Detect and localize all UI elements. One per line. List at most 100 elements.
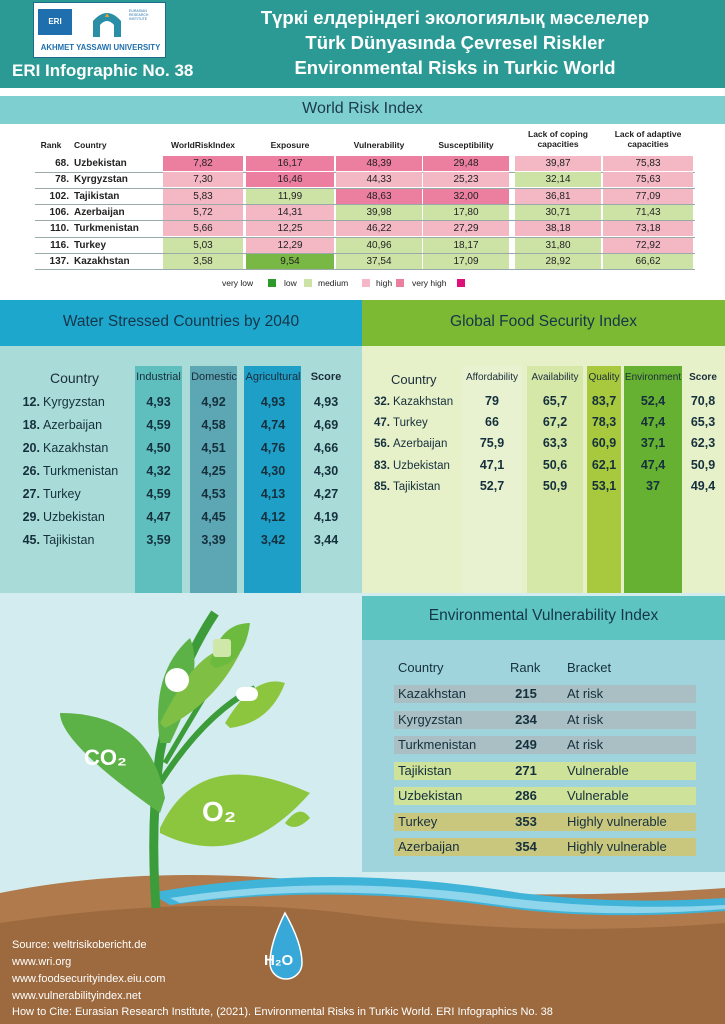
water-value: 4,32 xyxy=(146,464,171,478)
food-value: 75,9 xyxy=(479,436,505,451)
evi-rank: 249 xyxy=(515,737,537,752)
wri-cell: 36,81 xyxy=(515,188,601,204)
food-value: 66 xyxy=(485,415,499,430)
food-header-availability: Availability xyxy=(531,372,579,383)
water-rank: 12. xyxy=(22,395,40,409)
globe-icon xyxy=(165,668,189,692)
water-value: 4,92 xyxy=(201,395,226,409)
food-value: 79 xyxy=(485,394,499,408)
legend-swatch-medium xyxy=(362,279,370,287)
evi-header-country: Country xyxy=(398,660,444,675)
water-value: 4,30 xyxy=(260,464,286,478)
title-english: Environmental Risks in Turkic World xyxy=(294,57,616,78)
wri-country: Kazakhstan xyxy=(74,255,130,267)
wri-title-bar xyxy=(0,96,725,124)
water-value: 4,19 xyxy=(313,510,339,524)
water-header-domestic: Domestic xyxy=(191,371,237,383)
water-value: 3,59 xyxy=(146,533,171,547)
wri-cell: 16,17 xyxy=(246,156,334,171)
tree-icon xyxy=(213,639,231,657)
wri-cell: 9,54 xyxy=(246,253,334,269)
water-value: 4,59 xyxy=(146,418,171,432)
food-header-score: Score xyxy=(689,372,717,383)
water-header-country: Country xyxy=(50,370,100,386)
evi-row-bar xyxy=(394,736,696,754)
water-country: Kyrgyzstan xyxy=(43,395,105,409)
evi-row-bar xyxy=(394,761,696,780)
water-value: 4,66 xyxy=(313,441,339,455)
wri-cell: 7,82 xyxy=(163,156,243,171)
wri-cell: 75,63 xyxy=(603,172,693,188)
water-stress-title: Water Stressed Countries by 2040 xyxy=(62,313,300,330)
water-country: Azerbaijan xyxy=(43,418,103,432)
wri-cell: 18,17 xyxy=(423,237,509,253)
wri-cell: 77,09 xyxy=(603,188,693,204)
evi-row-bar xyxy=(394,685,696,703)
evi-bracket: Highly vulnerable xyxy=(567,839,667,854)
wri-country: Kyrgyzstan xyxy=(74,174,128,186)
food-rank: 85. xyxy=(374,480,390,493)
water-value: 4,59 xyxy=(146,487,171,501)
food-col-environment xyxy=(624,366,682,593)
wri-cell: 66,62 xyxy=(603,253,693,269)
food-value: 65,7 xyxy=(542,394,568,408)
wri-cell: 71,43 xyxy=(603,204,693,220)
water-value: 4,58 xyxy=(201,418,226,432)
wri-cell: 28,92 xyxy=(515,253,601,269)
source-vulnerabilityindex: www.vulnerabilityindex.net xyxy=(12,990,142,1002)
food-value: 37 xyxy=(646,478,660,493)
evi-rank: 234 xyxy=(515,711,537,727)
food-value: 50,6 xyxy=(542,457,568,472)
evi-bracket: At risk xyxy=(567,686,604,701)
wri-header-exposure: Exposure xyxy=(270,140,310,150)
source-weltrisikobericht: Source: weltrisikobericht.de xyxy=(12,939,147,951)
water-header-score: Score xyxy=(310,371,342,383)
food-country: Tajikistan xyxy=(393,480,441,493)
wri-rank: 102. xyxy=(49,190,69,202)
water-value: 4,93 xyxy=(260,395,286,409)
water-value: 4,74 xyxy=(260,418,286,432)
evi-title: Environmental Vulnerability Index xyxy=(428,607,659,624)
wri-header-worldriskindex: WorldRiskIndex xyxy=(170,140,236,150)
title-kazakh: Түркі елдеріндегі экологиялық мәселелер xyxy=(260,7,650,28)
wri-cell: 5,83 xyxy=(163,188,243,204)
water-rank: 27. xyxy=(22,487,40,501)
food-col-quality xyxy=(587,366,621,593)
wri-cell: 29,48 xyxy=(423,156,509,171)
plant-illustration xyxy=(0,610,725,1024)
evi-country: Uzbekistan xyxy=(398,788,463,803)
food-col-affordability xyxy=(462,366,522,593)
wri-cell: 32,00 xyxy=(423,188,509,204)
food-value: 78,3 xyxy=(591,415,617,430)
evi-country: Tajikistan xyxy=(398,762,452,778)
evi-row-bar xyxy=(394,710,696,729)
food-value: 62,3 xyxy=(690,436,716,451)
evi-country: Turkmenistan xyxy=(398,737,477,752)
wri-header-vulnerability: Vulnerability xyxy=(353,140,405,150)
food-value: 37,1 xyxy=(640,436,666,451)
wri-cell: 27,29 xyxy=(423,221,509,237)
wri-cell: 12,25 xyxy=(246,221,334,237)
water-rank: 45. xyxy=(22,533,40,547)
water-value: 4,25 xyxy=(201,464,226,478)
food-value: 70,8 xyxy=(690,394,716,408)
co2-label: CO₂ xyxy=(84,745,127,770)
h2o-label: H₂O xyxy=(264,952,294,969)
wri-cell: 38,18 xyxy=(515,221,601,237)
wri-cell: 37,54 xyxy=(336,253,422,269)
wri-header-country: Country xyxy=(74,140,107,150)
citation: How to Cite: Eurasian Research Institute… xyxy=(12,1006,553,1018)
evi-bracket: At risk xyxy=(567,711,604,727)
evi-bracket: Vulnerable xyxy=(567,788,629,803)
food-value: 83,7 xyxy=(591,394,617,408)
food-value: 53,1 xyxy=(591,478,617,493)
water-value: 4,13 xyxy=(260,487,286,501)
evi-header-bracket: Bracket xyxy=(567,660,612,675)
wri-row-divider xyxy=(35,269,695,271)
water-value: 3,44 xyxy=(313,533,339,547)
food-value: 60,9 xyxy=(591,436,617,451)
food-value: 52,4 xyxy=(640,394,666,408)
food-header-affordability: Affordability xyxy=(465,372,519,383)
wri-row-divider xyxy=(35,204,695,206)
evi-rank: 353 xyxy=(515,813,537,829)
